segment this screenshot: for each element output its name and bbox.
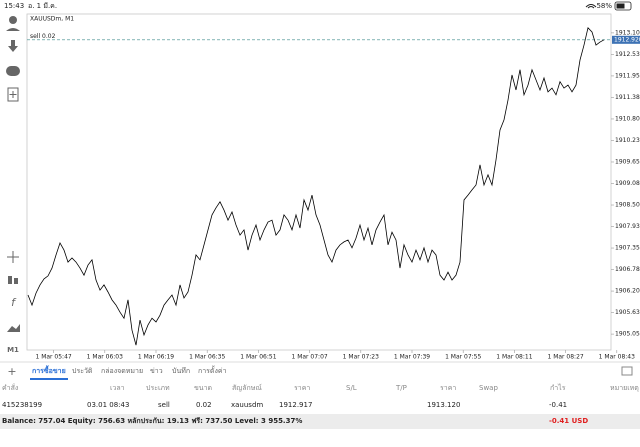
account-icon[interactable]: [9, 16, 17, 24]
y-tick-label: 1912.530: [615, 51, 640, 58]
x-tick-label: 1 Mar 07:07: [291, 354, 327, 361]
table-cell: 0.02: [196, 401, 212, 409]
x-tick-label: 1 Mar 08:43: [599, 354, 635, 361]
y-tick-label: 1911.955: [615, 72, 640, 79]
status-time: 15:43: [4, 2, 24, 10]
symbol-label: XAUUSDm, M1: [30, 16, 74, 23]
y-tick-label: 1910.230: [615, 137, 640, 144]
crosshair-icon[interactable]: [7, 251, 19, 263]
battery-icon: [614, 1, 632, 11]
table-cell: sell: [158, 401, 170, 409]
tab[interactable]: การซื้อขาย: [32, 367, 66, 375]
chart-frame: [26, 13, 612, 351]
column-header: ประเภท: [146, 384, 170, 392]
battery-level: [616, 3, 625, 9]
chat-icon[interactable]: [6, 66, 20, 76]
column-header: สัญลักษณ์: [232, 384, 262, 392]
table-cell: 415238199: [2, 401, 43, 409]
y-tick-label: 1907.355: [615, 245, 640, 252]
candles-icon[interactable]: [8, 276, 12, 284]
table-cell: 03.01 08:43: [87, 401, 130, 409]
new-order-icon[interactable]: [7, 87, 19, 102]
y-tick-label: 1909.655: [615, 158, 640, 165]
x-tick-label: 1 Mar 08:11: [496, 354, 532, 361]
tab[interactable]: ข่าว: [150, 367, 163, 375]
candles-icon-2: [14, 278, 18, 284]
total-profit: -0.41 USD: [549, 417, 589, 425]
y-tick-label: 1909.080: [615, 180, 640, 187]
active-tab-indicator: [30, 378, 68, 380]
y-tick-label: 1913.105: [615, 29, 640, 36]
table-cell: 1913.120: [427, 401, 461, 409]
tab[interactable]: กล่องจดหมาย: [101, 367, 144, 375]
y-tick-label: 1911.380: [615, 94, 640, 101]
y-tick-label: 1910.805: [615, 115, 640, 122]
table-cell: xauusdm: [231, 401, 264, 409]
column-header: Swap: [479, 384, 498, 392]
table-cell: -0.41: [549, 401, 568, 409]
x-tick-label: 1 Mar 07:55: [445, 354, 481, 361]
column-header: หมายเหตุ: [610, 384, 639, 392]
x-tick-label: 1 Mar 07:39: [394, 354, 430, 361]
x-tick-label: 1 Mar 06:35: [189, 354, 225, 361]
status-battery: 58%: [596, 2, 612, 10]
x-tick-label: 1 Mar 07:23: [343, 354, 379, 361]
price-badge-label: 1912.920: [614, 36, 640, 43]
add-button[interactable]: +: [7, 365, 16, 378]
panel-icon[interactable]: [621, 366, 633, 376]
x-tick-label: 1 Mar 06:51: [240, 354, 276, 361]
column-header: คำสั่ง: [2, 384, 19, 392]
wifi-icon: [585, 4, 597, 9]
price-line-series: [27, 27, 605, 346]
balance-bar: [0, 414, 640, 429]
y-tick-label: 1905.630: [615, 309, 640, 316]
column-header: เวลา: [110, 384, 125, 392]
status-date: อ. 1 มี.ค.: [28, 2, 57, 10]
y-tick-label: 1907.930: [615, 223, 640, 230]
y-tick-label: 1908.505: [615, 202, 640, 209]
account-icon-body: [6, 28, 20, 31]
indicators-icon[interactable]: f: [11, 296, 17, 309]
column-header: ขนาด: [194, 384, 213, 392]
y-tick-label: 1905.055: [615, 331, 640, 338]
timeframe-button[interactable]: M1: [7, 346, 19, 354]
balance-summary: Balance: 757.04 Equity: 756.63 หลักประกั…: [2, 417, 303, 425]
column-header: กำไร: [550, 384, 566, 392]
x-tick-label: 1 Mar 06:03: [87, 354, 123, 361]
price-line-label: sell 0.02: [30, 33, 56, 40]
x-tick-label: 1 Mar 06:19: [138, 354, 174, 361]
trade-icon[interactable]: [8, 40, 18, 52]
x-tick-label: 1 Mar 08:27: [547, 354, 583, 361]
y-tick-label: 1906.780: [615, 266, 640, 273]
column-header: ราคา: [440, 384, 457, 392]
y-tick-label: 1906.205: [615, 288, 640, 295]
table-cell: 1912.917: [279, 401, 313, 409]
new-order-plus: [9, 91, 17, 98]
tab[interactable]: บันทึก: [172, 367, 191, 375]
column-header: S/L: [346, 384, 357, 392]
toolbar: f M1: [6, 16, 20, 354]
column-header: T/P: [396, 384, 407, 392]
x-tick-label: 1 Mar 05:47: [35, 354, 71, 361]
tab[interactable]: การตั้งค่า: [198, 367, 227, 375]
objects-icon[interactable]: [7, 324, 20, 332]
tab[interactable]: ประวัติ: [72, 367, 93, 375]
price-badge: [612, 35, 640, 44]
column-header: ราคา: [294, 384, 311, 392]
